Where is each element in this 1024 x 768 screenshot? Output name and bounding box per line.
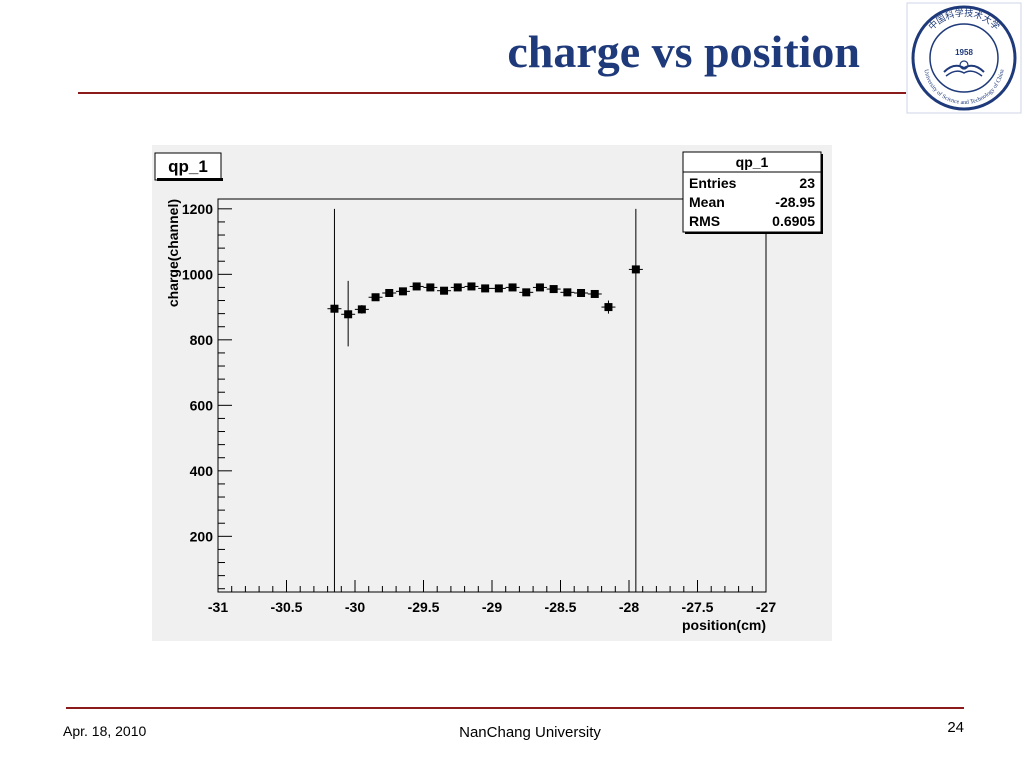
data-point-marker: [481, 284, 490, 293]
slide-title: charge vs position: [507, 26, 860, 77]
university-logo: 中国科学技术大学 University of Science and Techn…: [906, 2, 1022, 114]
data-point-marker: [426, 283, 435, 292]
title-divider: [78, 92, 906, 94]
stats-box-title: qp_1: [736, 154, 769, 170]
data-point-marker: [535, 283, 544, 292]
logo-book-icon: [943, 64, 985, 73]
footer-institution: NanChang University: [459, 724, 601, 741]
x-tick-label: -27: [756, 599, 776, 615]
y-tick-label: 200: [190, 528, 214, 544]
x-tick-label: -29.5: [408, 599, 440, 615]
data-point-marker: [344, 310, 353, 319]
data-point-marker: [330, 304, 339, 313]
data-point-marker: [412, 282, 421, 291]
x-tick-label: -28: [619, 599, 639, 615]
page-number: 24: [947, 719, 964, 736]
x-tick-label: -28.5: [545, 599, 577, 615]
stats-value: -28.95: [775, 194, 815, 210]
data-point-marker: [385, 288, 394, 297]
data-point-marker: [590, 289, 599, 298]
data-point-marker: [440, 286, 449, 295]
histogram-title: qp_1: [168, 157, 208, 176]
y-tick-label: 1200: [182, 201, 213, 217]
y-tick-label: 1000: [182, 266, 213, 282]
data-point-marker: [577, 288, 586, 297]
histogram-title-shadow: [157, 178, 223, 181]
data-point-marker: [563, 288, 572, 297]
y-tick-label: 800: [190, 332, 214, 348]
y-tick-label: 600: [190, 397, 214, 413]
data-point-marker: [357, 305, 366, 314]
x-tick-label: -30.5: [271, 599, 303, 615]
plot-frame: [217, 198, 767, 593]
x-tick-label: -30: [345, 599, 365, 615]
data-point-marker: [508, 283, 517, 292]
x-tick-label: -31: [208, 599, 228, 615]
data-point-marker: [467, 282, 476, 291]
x-tick-label: -29: [482, 599, 502, 615]
footer-divider: [66, 707, 964, 709]
data-point-marker: [604, 303, 613, 312]
data-point-marker: [522, 288, 531, 297]
histogram-title-box: [154, 152, 222, 181]
stats-box: [682, 151, 822, 233]
footer-date: Apr. 18, 2010: [63, 723, 147, 739]
data-point-marker: [631, 265, 640, 274]
data-point-marker: [549, 285, 558, 294]
x-axis-label: position(cm): [682, 617, 766, 633]
stats-label: Mean: [689, 194, 725, 210]
data-point-marker: [494, 284, 503, 293]
data-point-marker: [398, 287, 407, 296]
data-point-marker: [371, 293, 380, 302]
stats-label: RMS: [689, 213, 720, 229]
y-tick-label: 400: [190, 463, 214, 479]
logo-year: 1958: [955, 48, 973, 57]
y-axis-label: charge(channel): [165, 199, 181, 307]
stats-value: 0.6905: [772, 213, 815, 229]
stats-label: Entries: [689, 175, 737, 191]
data-point-marker: [453, 283, 462, 292]
stats-value: 23: [799, 175, 815, 191]
x-tick-label: -27.5: [682, 599, 714, 615]
